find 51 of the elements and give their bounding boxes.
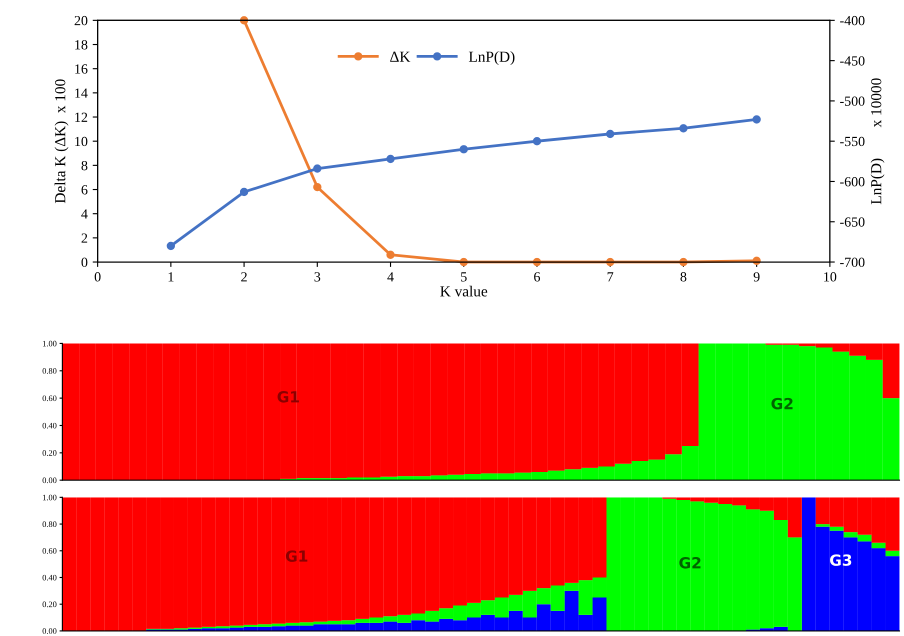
y-tick-label: 0.00 xyxy=(42,478,57,484)
y-tick-label: 1.00 xyxy=(42,340,57,346)
y2-tick-label: -450 xyxy=(840,56,865,66)
x-tick-label: 9 xyxy=(754,272,760,282)
annotation: G2 xyxy=(679,557,700,569)
annotation: G3 xyxy=(830,554,852,566)
x-tick-label: 6 xyxy=(534,272,540,282)
y-tick-label: 0.60 xyxy=(42,395,57,402)
x-tick-label: 1 xyxy=(168,272,174,282)
y-tick-label: 0.40 xyxy=(42,574,57,580)
y-tick-label: 0.40 xyxy=(42,422,57,428)
y2-axis-title: LnP(D) x 10000 xyxy=(870,78,884,204)
y-tick-label: 0.60 xyxy=(42,548,57,554)
y-tick-label: 20 xyxy=(74,16,88,26)
x-axis-title: K value xyxy=(440,286,488,296)
y-tick-label: 10 xyxy=(75,136,88,146)
x-tick-label: 4 xyxy=(387,272,394,282)
y2-tick-label: -500 xyxy=(840,96,865,106)
y-tick-label: 0.00 xyxy=(42,628,57,634)
legend-label: ΔK xyxy=(390,52,410,62)
y2-tick-label: -650 xyxy=(840,217,865,227)
y-tick-label: 0.20 xyxy=(42,602,57,608)
y-tick-label: 1.00 xyxy=(42,494,57,500)
y-tick-label: 6 xyxy=(82,185,88,194)
y-tick-label: 2 xyxy=(82,233,88,243)
x-tick-label: 3 xyxy=(314,272,320,282)
x-tick-label: 2 xyxy=(241,272,247,282)
x-tick-label: 0 xyxy=(94,272,101,282)
annotation: G2 xyxy=(771,398,793,410)
x-tick-label: 10 xyxy=(824,272,836,282)
x-tick-label: 7 xyxy=(608,272,614,282)
y-axis-title: Delta K (ΔK) x 100 xyxy=(54,79,68,204)
y-tick-label: 0.80 xyxy=(42,521,57,528)
y-tick-label: 4 xyxy=(81,209,88,219)
y-tick-label: 14 xyxy=(75,88,88,98)
y-tick-label: 18 xyxy=(75,40,88,50)
y2-tick-label: -400 xyxy=(840,16,865,26)
legend-label: LnP(D) xyxy=(468,51,514,65)
x-tick-label: 5 xyxy=(461,272,467,282)
y2-tick-label: -550 xyxy=(840,136,865,146)
y2-tick-label: -600 xyxy=(840,177,865,186)
x-tick-label: 8 xyxy=(680,272,686,282)
y-tick-label: 16 xyxy=(75,64,88,74)
y-tick-label: 0.20 xyxy=(42,450,57,456)
y-tick-label: 0 xyxy=(81,258,88,267)
y-tick-label: 0.80 xyxy=(42,368,57,374)
annotation: G1 xyxy=(286,550,308,562)
y-tick-label: 8 xyxy=(81,160,88,170)
y-tick-label: 12 xyxy=(75,112,88,122)
y2-tick-label: -700 xyxy=(840,258,865,267)
annotation: G1 xyxy=(278,391,299,403)
